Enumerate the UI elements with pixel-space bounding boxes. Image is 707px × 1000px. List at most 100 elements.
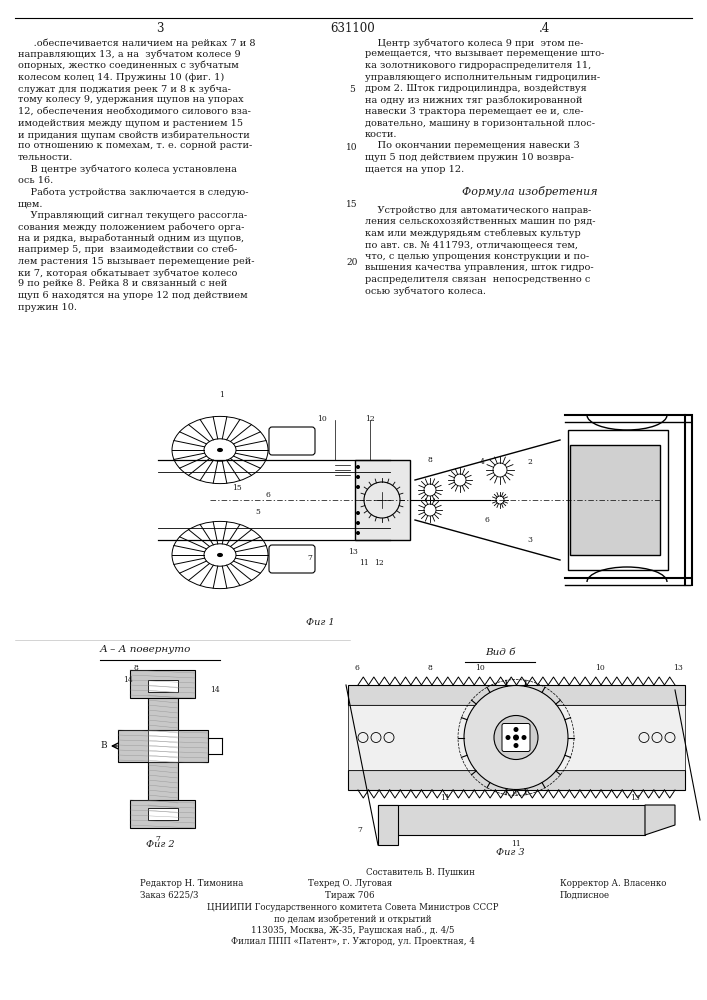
Text: 4: 4 xyxy=(479,458,484,466)
Text: 15: 15 xyxy=(232,484,242,492)
Text: 5: 5 xyxy=(255,508,260,516)
Text: имодействия между щупом и растением 15: имодействия между щупом и растением 15 xyxy=(18,118,243,127)
FancyBboxPatch shape xyxy=(570,445,660,555)
Text: 8: 8 xyxy=(133,664,138,672)
Circle shape xyxy=(356,485,360,489)
Text: например 5, при  взаимодействии со стеб-: например 5, при взаимодействии со стеб- xyxy=(18,245,238,254)
Text: Техред О. Луговая: Техред О. Луговая xyxy=(308,880,392,888)
Text: 12: 12 xyxy=(365,415,375,423)
Text: довательно, машину в горизонтальной плос-: довательно, машину в горизонтальной плос… xyxy=(365,118,595,127)
Text: управляющего исполнительным гидроцилин-: управляющего исполнительным гидроцилин- xyxy=(365,73,600,82)
Text: 13: 13 xyxy=(673,664,683,672)
Text: кости.: кости. xyxy=(365,130,397,139)
Text: 8: 8 xyxy=(428,456,433,464)
Text: Формула изобретения: Формула изобретения xyxy=(462,186,598,197)
Text: 11: 11 xyxy=(440,794,450,802)
Text: направляющих 13, а на  зубчатом колесе 9: направляющих 13, а на зубчатом колесе 9 xyxy=(18,49,240,59)
Text: 3: 3 xyxy=(527,536,532,544)
Text: сования между положением рабочего орга-: сования между положением рабочего орга- xyxy=(18,222,245,232)
Text: 7: 7 xyxy=(308,554,312,562)
FancyBboxPatch shape xyxy=(148,680,178,692)
FancyBboxPatch shape xyxy=(148,685,178,815)
Text: Подписное: Подписное xyxy=(560,891,610,900)
Text: ось 16.: ось 16. xyxy=(18,176,53,185)
FancyBboxPatch shape xyxy=(348,705,685,770)
FancyBboxPatch shape xyxy=(355,460,410,540)
Text: 9 по рейке 8. Рейка 8 и связанный с ней: 9 по рейке 8. Рейка 8 и связанный с ней xyxy=(18,279,227,288)
Text: ремещается, что вызывает перемещение што-: ремещается, что вызывает перемещение што… xyxy=(365,49,604,58)
FancyBboxPatch shape xyxy=(130,670,195,698)
Circle shape xyxy=(356,511,360,515)
Circle shape xyxy=(356,465,360,469)
Text: А – А повернуто: А – А повернуто xyxy=(100,645,192,654)
Ellipse shape xyxy=(217,553,223,557)
Text: на одну из нижних тяг разблокированной: на одну из нижних тяг разблокированной xyxy=(365,96,583,105)
Text: 6: 6 xyxy=(355,664,359,672)
FancyBboxPatch shape xyxy=(130,800,195,828)
Text: осью зубчатого колеса.: осью зубчатого колеса. xyxy=(365,286,486,296)
Text: 15: 15 xyxy=(346,200,358,209)
Text: Центр зубчатого колеса 9 при  этом пе-: Центр зубчатого колеса 9 при этом пе- xyxy=(365,38,583,47)
Text: щем.: щем. xyxy=(18,199,44,208)
Text: 13: 13 xyxy=(348,548,358,556)
Text: Управляющий сигнал текущего рассогла-: Управляющий сигнал текущего рассогла- xyxy=(18,211,247,220)
Text: 10: 10 xyxy=(595,664,605,672)
Text: .обеспечивается наличием на рейках 7 и 8: .обеспечивается наличием на рейках 7 и 8 xyxy=(18,38,255,47)
Text: дром 2. Шток гидроцилиндра, воздействуя: дром 2. Шток гидроцилиндра, воздействуя xyxy=(365,84,587,93)
FancyBboxPatch shape xyxy=(378,805,398,845)
Text: 10: 10 xyxy=(317,415,327,423)
Text: вышения качества управления, шток гидро-: вышения качества управления, шток гидро- xyxy=(365,263,594,272)
FancyBboxPatch shape xyxy=(148,808,178,820)
FancyBboxPatch shape xyxy=(348,685,685,705)
FancyBboxPatch shape xyxy=(502,724,530,752)
Circle shape xyxy=(356,475,360,479)
FancyBboxPatch shape xyxy=(148,730,178,762)
Text: 6: 6 xyxy=(266,491,271,499)
Text: по отношению к помехам, т. е. сорной расти-: по отношению к помехам, т. е. сорной рас… xyxy=(18,141,252,150)
Text: Филиал ППП «Патент», г. Ужгород, ул. Проектная, 4: Филиал ППП «Патент», г. Ужгород, ул. Про… xyxy=(231,937,475,946)
Text: ка золотникового гидрораспределителя 11,: ка золотникового гидрораспределителя 11, xyxy=(365,61,591,70)
Text: 12, обеспечения необходимого силового вза-: 12, обеспечения необходимого силового вз… xyxy=(18,107,251,116)
Text: 7: 7 xyxy=(358,826,363,834)
Text: 8: 8 xyxy=(428,664,433,672)
Circle shape xyxy=(356,521,360,525)
Text: 1: 1 xyxy=(220,391,224,399)
Circle shape xyxy=(513,743,518,748)
Circle shape xyxy=(513,727,518,732)
Text: пружин 10.: пружин 10. xyxy=(18,302,77,312)
Text: 7: 7 xyxy=(155,835,160,843)
Circle shape xyxy=(513,734,519,740)
Circle shape xyxy=(494,716,538,760)
Text: Заказ 6225/3: Заказ 6225/3 xyxy=(140,891,199,900)
FancyBboxPatch shape xyxy=(378,805,645,835)
Text: 13: 13 xyxy=(630,794,640,802)
Text: щуп 6 находятся на упоре 12 под действием: щуп 6 находятся на упоре 12 под действие… xyxy=(18,291,247,300)
Text: 16: 16 xyxy=(510,789,520,797)
Text: Тираж 706: Тираж 706 xyxy=(325,891,375,900)
Text: 14: 14 xyxy=(123,676,133,684)
Text: Редактор Н. Тимонина: Редактор Н. Тимонина xyxy=(140,880,243,888)
Text: Составитель В. Пушкин: Составитель В. Пушкин xyxy=(366,868,474,877)
Text: Корректор А. Власенко: Корректор А. Власенко xyxy=(560,880,667,888)
Text: 113035, Москва, Ж-35, Раушская наб., д. 4/5: 113035, Москва, Ж-35, Раушская наб., д. … xyxy=(251,926,455,935)
Text: навески 3 трактора перемещает ее и, сле-: навески 3 трактора перемещает ее и, сле- xyxy=(365,107,583,116)
Text: 20: 20 xyxy=(346,258,358,267)
Text: В: В xyxy=(100,742,107,750)
Text: щуп 5 под действием пружин 10 возвра-: щуп 5 под действием пружин 10 возвра- xyxy=(365,153,574,162)
Text: по делам изобретений и открытий: по делам изобретений и открытий xyxy=(274,914,432,924)
Text: и придания щупам свойств избирательности: и придания щупам свойств избирательности xyxy=(18,130,250,139)
Circle shape xyxy=(464,686,568,790)
Text: ки 7, которая обкатывает зубчатое колесо: ки 7, которая обкатывает зубчатое колесо xyxy=(18,268,238,277)
Text: ления сельскохозяйственных машин по ряд-: ления сельскохозяйственных машин по ряд- xyxy=(365,218,595,227)
Text: 14: 14 xyxy=(210,686,220,694)
Text: 12: 12 xyxy=(374,559,384,567)
Text: 6: 6 xyxy=(484,516,489,524)
Text: тельности.: тельности. xyxy=(18,153,74,162)
Text: 10: 10 xyxy=(475,664,485,672)
Text: что, с целью упрощения конструкции и по-: что, с целью упрощения конструкции и по- xyxy=(365,252,589,261)
Text: Фиг 3: Фиг 3 xyxy=(496,848,525,857)
Text: Работа устройства заключается в следую-: Работа устройства заключается в следую- xyxy=(18,188,248,197)
FancyBboxPatch shape xyxy=(348,770,685,790)
Text: По окончании перемещения навески 3: По окончании перемещения навески 3 xyxy=(365,141,580,150)
Text: 5: 5 xyxy=(349,85,355,94)
